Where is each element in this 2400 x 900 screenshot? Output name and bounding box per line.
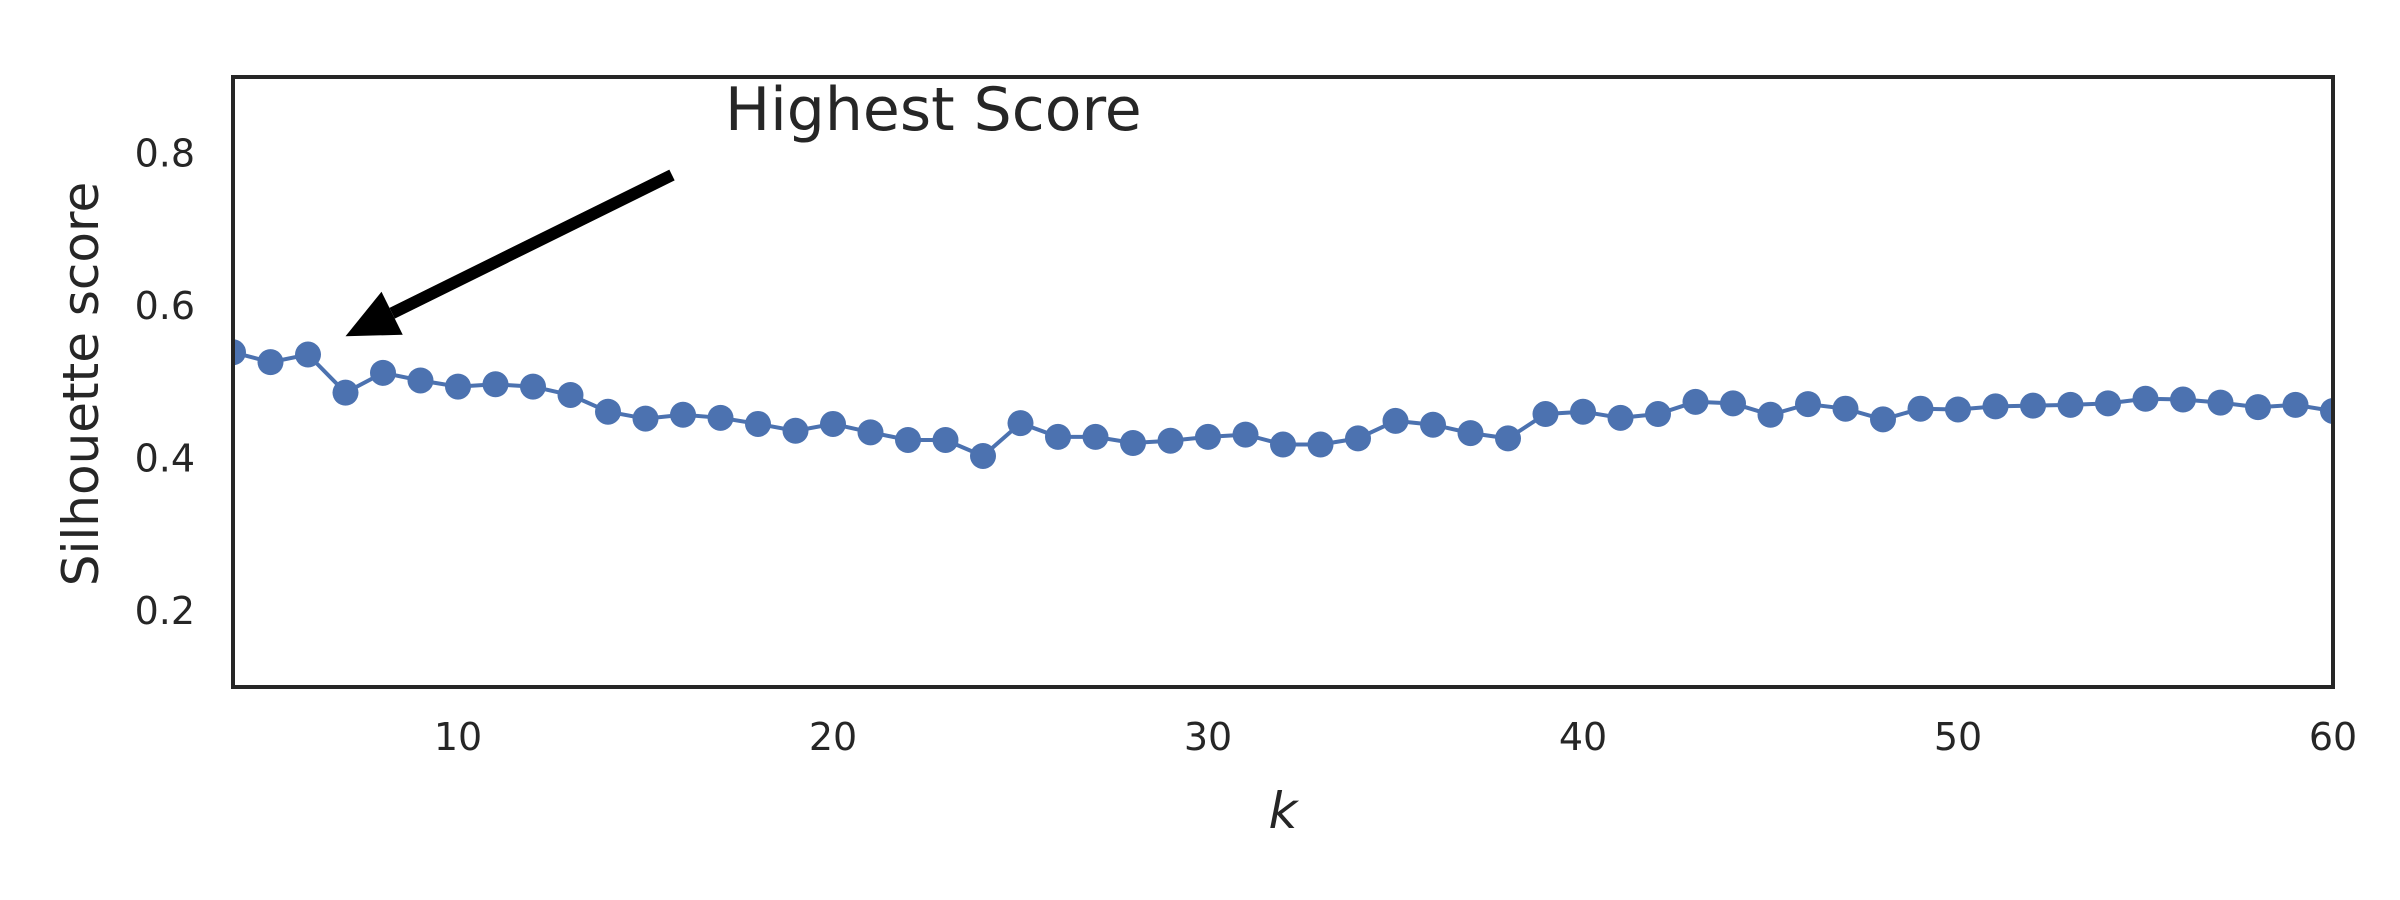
y-axis-label: Silhouette score	[52, 182, 110, 586]
x-tick-label: 60	[2309, 715, 2357, 759]
data-point	[1345, 425, 1371, 452]
data-point	[1907, 395, 1934, 422]
data-point	[445, 373, 471, 400]
data-point	[1045, 423, 1071, 450]
data-point	[520, 373, 546, 400]
annotation-text: Highest Score	[725, 75, 1142, 145]
data-point	[632, 405, 659, 432]
annotation: Highest Score	[345, 75, 1142, 337]
x-axis-ticks: 10 20 30 40 50 60	[434, 715, 2357, 759]
data-point	[1420, 411, 1446, 438]
data-point	[2132, 385, 2159, 412]
data-point	[1982, 393, 2009, 420]
data-point	[1720, 390, 1746, 417]
data-point	[2245, 394, 2271, 421]
data-point	[1645, 401, 1671, 428]
data-point	[782, 417, 809, 444]
data-point	[1157, 427, 1184, 454]
x-tick-label: 30	[1184, 715, 1232, 759]
data-point	[2095, 390, 2121, 417]
data-point	[707, 404, 734, 431]
data-point	[820, 410, 846, 437]
data-point	[1607, 404, 1634, 431]
data-point	[370, 359, 396, 386]
y-tick-label: 0.4	[135, 436, 195, 480]
plot-area	[233, 339, 2333, 469]
data-point	[1495, 425, 1521, 452]
x-tick-label: 50	[1934, 715, 1982, 759]
data-point	[557, 381, 584, 408]
data-point	[932, 426, 959, 453]
data-point	[1757, 401, 1784, 428]
plot-frame	[231, 75, 2335, 689]
x-tick-label: 20	[809, 715, 857, 759]
data-point	[745, 410, 771, 437]
data-point	[332, 379, 359, 406]
annotation-arrow-head	[345, 291, 403, 337]
data-point	[1870, 406, 1896, 433]
y-tick-label: 0.2	[135, 589, 195, 633]
y-tick-label: 0.6	[135, 284, 195, 328]
data-point	[1570, 398, 1596, 425]
data-point	[857, 419, 884, 446]
data-point	[1232, 421, 1259, 448]
data-point	[1270, 431, 1296, 458]
data-point	[595, 398, 621, 425]
x-tick-label: 40	[1559, 715, 1607, 759]
data-point	[1195, 423, 1221, 450]
y-tick-label: 0.8	[135, 131, 195, 175]
data-point	[670, 401, 696, 428]
data-point	[1120, 430, 1146, 456]
data-point	[1307, 431, 1334, 458]
data-point	[407, 367, 434, 394]
data-point	[1532, 401, 1559, 428]
data-point	[1082, 423, 1109, 450]
data-point	[257, 349, 284, 376]
data-point	[2057, 391, 2084, 418]
data-point	[1795, 391, 1821, 418]
data-point	[2320, 397, 2333, 424]
data-point	[2170, 386, 2196, 413]
data-point	[1682, 388, 1709, 415]
data-point	[970, 442, 996, 469]
x-axis-label: k	[1269, 782, 1300, 840]
data-point	[2207, 389, 2234, 416]
data-point	[1832, 395, 1859, 422]
data-point	[1382, 407, 1409, 434]
data-point	[482, 371, 509, 398]
data-point	[1945, 396, 1971, 423]
data-point	[895, 426, 921, 453]
data-point	[2020, 392, 2046, 419]
data-point	[295, 341, 321, 368]
y-axis-ticks: 0.2 0.4 0.6 0.8	[135, 131, 195, 633]
data-point	[233, 339, 246, 366]
annotation-arrow-shaft	[389, 169, 675, 319]
data-point	[2282, 391, 2309, 418]
data-point	[1007, 410, 1034, 437]
x-tick-label: 10	[434, 715, 482, 759]
data-point	[1457, 420, 1484, 447]
